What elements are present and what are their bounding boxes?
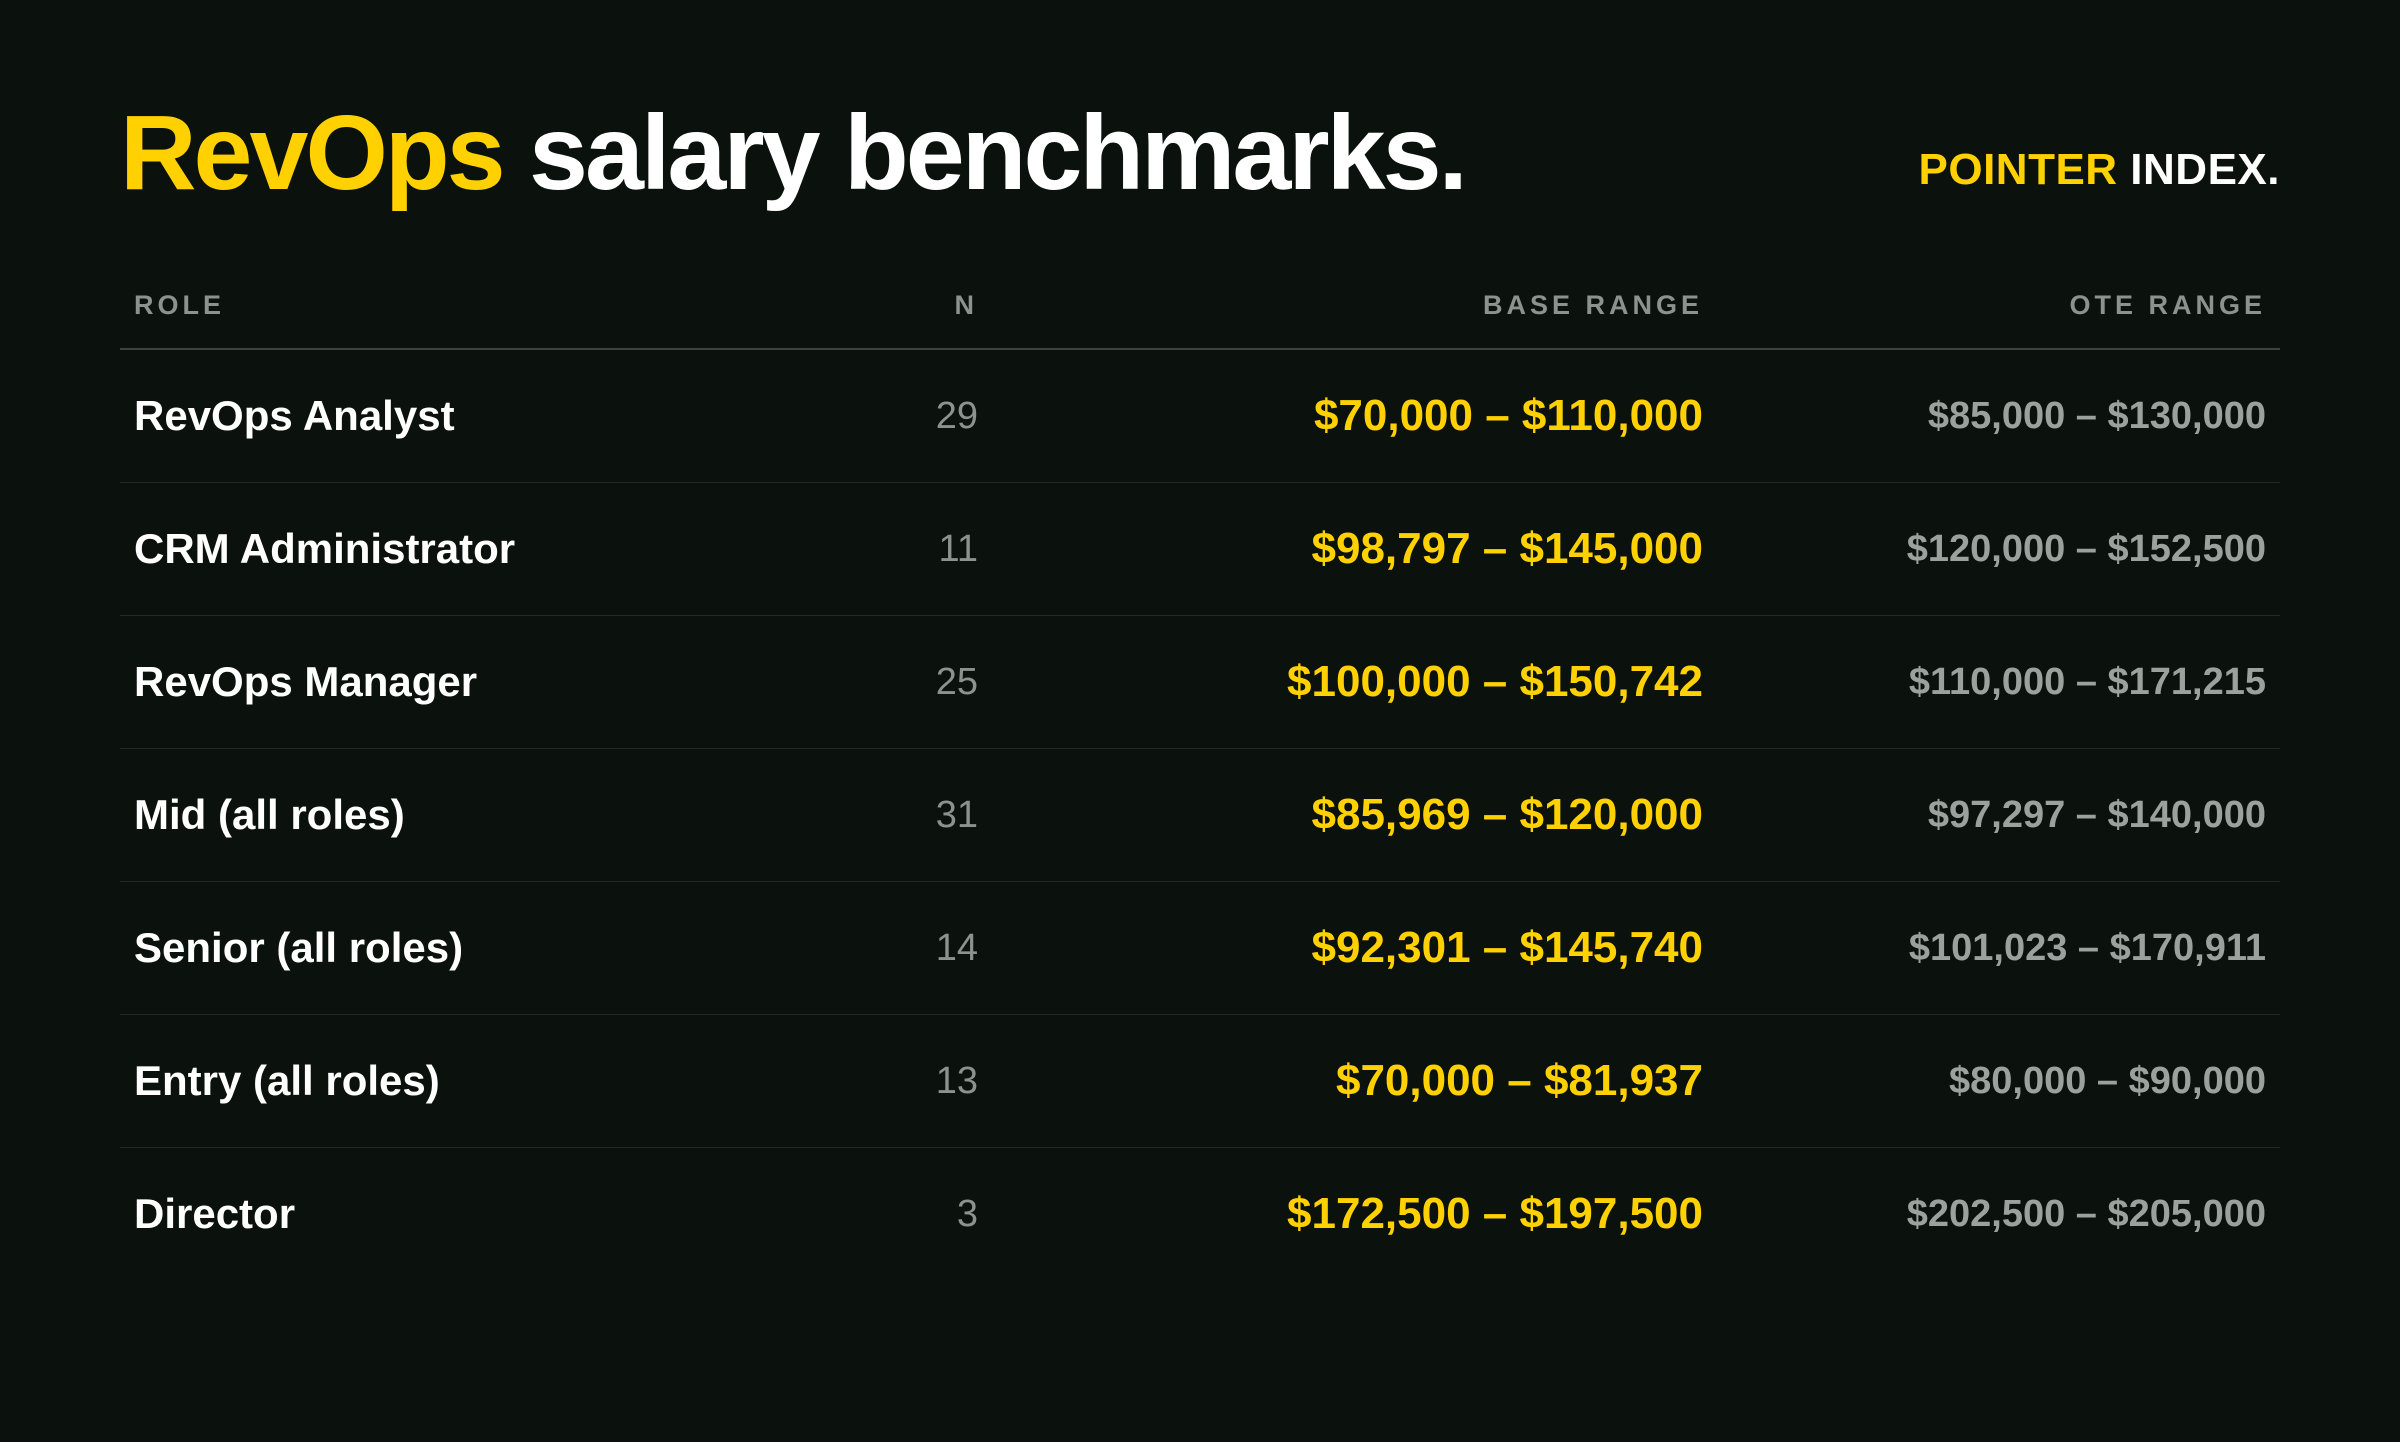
cell-n: 31 — [780, 748, 980, 882]
table-row: RevOps Manager 25 $100,000 – $150,742 $1… — [120, 615, 2280, 749]
cell-role: RevOps Analyst — [120, 349, 780, 483]
cell-n: 14 — [780, 881, 980, 1015]
table-row: Entry (all roles) 13 $70,000 – $81,937 $… — [120, 1014, 2280, 1148]
cell-n: 13 — [780, 1014, 980, 1148]
page: RevOps salary benchmarks. POINTER INDEX.… — [120, 0, 2280, 1442]
page-title: RevOps salary benchmarks. — [120, 88, 1468, 218]
cell-base-range: $92,301 – $145,740 — [980, 881, 1705, 1015]
column-header-role: ROLE — [120, 262, 780, 350]
table-row: Mid (all roles) 31 $85,969 – $120,000 $9… — [120, 748, 2280, 882]
table-row: Senior (all roles) 14 $92,301 – $145,740… — [120, 881, 2280, 1015]
cell-n: 3 — [956, 1192, 978, 1235]
table-row: RevOps Analyst 29 $70,000 – $110,000 $85… — [120, 349, 2280, 483]
table-header-row: ROLE N BASE RANGE OTE RANGE — [120, 262, 2280, 350]
column-header-base-range: BASE RANGE — [980, 262, 1705, 350]
cell-n: 29 — [780, 349, 980, 483]
cell-base-range: $172,500 – $197,500 — [1287, 1189, 1703, 1238]
table-row: CRM Administrator 11 $98,797 – $145,000 … — [120, 482, 2280, 616]
cell-role: Entry (all roles) — [120, 1014, 780, 1148]
cell-ote-range: $110,000 – $171,215 — [1705, 615, 2280, 749]
cell-base-range: $85,969 – $120,000 — [980, 748, 1705, 882]
cell-role: Mid (all roles) — [120, 748, 780, 882]
cell-ote-range: $101,023 – $170,911 — [1705, 881, 2280, 1015]
cell-role: Director — [134, 1190, 296, 1237]
cell-ote-range: $80,000 – $90,000 — [1705, 1014, 2280, 1148]
cell-role: Senior (all roles) — [120, 881, 780, 1015]
cell-role: RevOps Manager — [120, 615, 780, 749]
cell-base-range: $100,000 – $150,742 — [980, 615, 1705, 749]
cell-n: 11 — [780, 482, 980, 616]
brand-accent: POINTER — [1918, 145, 2118, 194]
cell-base-range: $70,000 – $81,937 — [980, 1014, 1705, 1148]
cell-ote-range: $97,297 – $140,000 — [1705, 748, 2280, 882]
brand-logo: POINTER INDEX. — [1919, 140, 2281, 200]
column-header-ote-range: OTE RANGE — [1705, 262, 2280, 350]
cell-ote-range: $85,000 – $130,000 — [1705, 349, 2280, 483]
column-header-n: N — [780, 262, 980, 350]
table-row: Director 3 $172,500 – $197,500 $202,500 … — [120, 1148, 2280, 1281]
cell-base-range: $98,797 – $145,000 — [980, 482, 1705, 616]
cell-n: 25 — [780, 615, 980, 749]
cell-role: CRM Administrator — [120, 482, 780, 616]
cell-ote-range: $120,000 – $152,500 — [1705, 482, 2280, 616]
title-rest: salary benchmarks. — [502, 94, 1468, 212]
cell-base-range: $70,000 – $110,000 — [980, 349, 1705, 483]
brand-rest: INDEX. — [2117, 145, 2280, 194]
salary-table: ROLE N BASE RANGE OTE RANGE RevOps Analy… — [120, 262, 2280, 1280]
cell-ote-range: $202,500 – $205,000 — [1906, 1192, 2266, 1235]
title-accent: RevOps — [120, 94, 506, 212]
